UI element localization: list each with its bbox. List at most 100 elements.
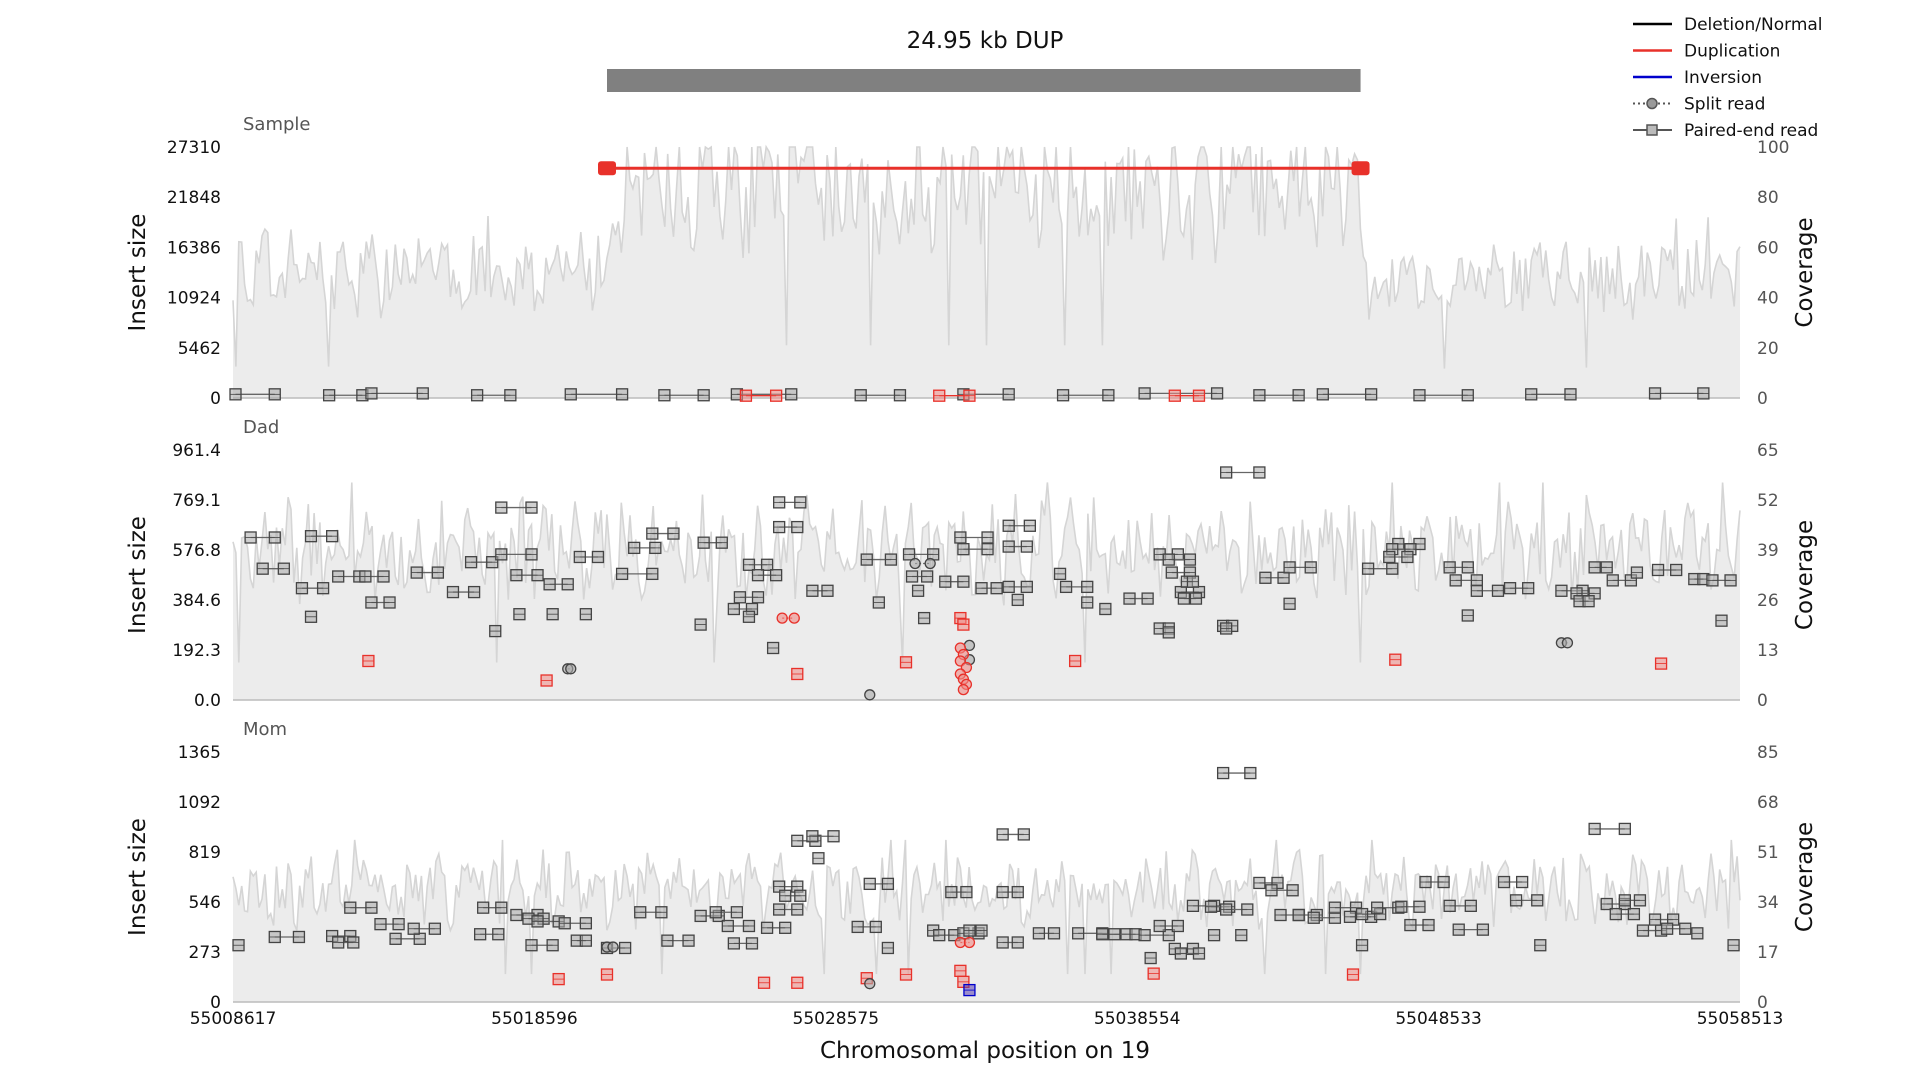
- coverage-tick-label: 80: [1757, 188, 1779, 208]
- paired-end-read: [579, 608, 593, 621]
- paired-end-read: [1688, 572, 1710, 586]
- split-read-marker: [864, 978, 876, 990]
- paired-end-read: [564, 388, 629, 401]
- paired-end-read: [256, 562, 290, 575]
- coverage-axis-label: Coverage: [1792, 217, 1818, 327]
- paired-end-read: [881, 941, 895, 955]
- paired-end-read: [1509, 894, 1544, 907]
- paired-end-read: [863, 877, 895, 891]
- paired-end-read: [464, 556, 499, 569]
- paired-end-read: [1461, 609, 1474, 622]
- paired-end-read: [1573, 595, 1595, 608]
- paired-end-read: [954, 964, 967, 978]
- legend-label: Deletion/Normal: [1684, 15, 1823, 35]
- coverage-tick-label: 100: [1757, 138, 1789, 158]
- paired-end-read: [470, 389, 517, 402]
- coverage-tick-label: 17: [1757, 943, 1779, 963]
- split-read-marker: [909, 557, 921, 570]
- paired-end-read: [1059, 580, 1094, 594]
- paired-end-read: [1220, 466, 1266, 479]
- paired-end-read: [975, 582, 1003, 595]
- paired-end-read: [1648, 387, 1710, 400]
- paired-end-read: [1162, 626, 1175, 639]
- panel-mom: Mom 0 273 546 819 1092 1365 0 17 34 51 68 85 Insert s…: [125, 719, 1818, 1013]
- paired-end-read: [1534, 939, 1547, 952]
- split-read-marker: [1561, 637, 1574, 649]
- legend-entry: Split read: [1633, 95, 1765, 115]
- legend-entry: Duplication: [1633, 42, 1780, 62]
- split-read: [601, 941, 619, 953]
- coverage-axis-label: Coverage: [1792, 822, 1818, 932]
- paired-end-read: [646, 527, 680, 540]
- legend-entry: Inversion: [1633, 68, 1762, 88]
- x-tick-label: 55008617: [190, 1009, 277, 1029]
- paired-end-read: [446, 585, 481, 599]
- paired-end-read: [957, 543, 994, 556]
- x-axis-label: Chromosomal position on 19: [820, 1038, 1150, 1064]
- paired-end-read: [1056, 389, 1115, 402]
- legend-label: Inversion: [1684, 68, 1762, 88]
- split-read-marker: [963, 936, 976, 949]
- paired-end-read: [1216, 766, 1257, 780]
- paired-end-read: [1220, 622, 1233, 635]
- paired-end-read: [540, 674, 553, 687]
- split-read: [864, 689, 876, 701]
- split-read-marker: [924, 557, 936, 570]
- paired-end-read: [344, 901, 378, 914]
- paired-end-read: [1316, 388, 1378, 401]
- paired-end-read: [1002, 519, 1036, 532]
- paired-end-read: [996, 936, 1024, 949]
- paired-end-read: [477, 901, 508, 914]
- paired-end-read: [1259, 571, 1290, 584]
- split-read-marker: [788, 612, 800, 624]
- y-tick-label: 21848: [167, 188, 221, 208]
- paired-end-read: [721, 919, 756, 933]
- paired-end-read: [1630, 566, 1644, 579]
- coverage-tick-label: 26: [1757, 591, 1779, 611]
- paired-end-read: [1413, 389, 1474, 402]
- paired-end-read: [766, 641, 780, 655]
- paired-end-read: [1706, 574, 1737, 587]
- x-tick-label: 55038554: [1094, 1009, 1181, 1029]
- paired-end-read: [1715, 614, 1728, 627]
- paired-end-read: [489, 624, 502, 638]
- y-tick-label: 819: [189, 843, 221, 863]
- paired-end-read: [751, 569, 783, 582]
- paired-end-read: [513, 608, 526, 621]
- paired-end-read: [1235, 929, 1248, 942]
- paired-end-read: [570, 934, 593, 947]
- paired-end-read: [1032, 927, 1061, 940]
- paired-end-read: [359, 570, 390, 583]
- paired-end-read: [1651, 563, 1683, 577]
- panel-name: Sample: [243, 114, 311, 135]
- y-tick-label: 5462: [178, 339, 221, 359]
- x-tick-label: 55048533: [1395, 1009, 1482, 1029]
- y-tick-label: 0.0: [194, 691, 221, 711]
- paired-end-read: [1452, 923, 1490, 936]
- paired-end-read: [694, 618, 707, 631]
- paired-end-read: [1220, 903, 1254, 916]
- chart-title: 24.95 kb DUP: [907, 28, 1064, 54]
- paired-end-read: [600, 968, 614, 981]
- paired-end-read: [410, 566, 445, 579]
- paired-end-read: [963, 924, 988, 937]
- paired-end-read: [304, 530, 339, 543]
- split-read: [909, 557, 936, 570]
- coverage-tick-label: 85: [1757, 743, 1779, 763]
- coverage-tick-label: 0: [1757, 389, 1768, 409]
- paired-end-read: [525, 939, 559, 952]
- y-tick-label: 16386: [167, 238, 221, 258]
- paired-end-read: [1443, 561, 1474, 574]
- paired-end-read: [1497, 875, 1529, 889]
- paired-end-read: [773, 903, 804, 916]
- coverage-line: [232, 144, 1741, 369]
- paired-end-read: [996, 828, 1030, 841]
- split-read-marker: [776, 612, 788, 624]
- paired-end-read: [1068, 654, 1082, 668]
- y-tick-label: 10924: [167, 289, 221, 309]
- x-tick-label: 55058513: [1697, 1009, 1784, 1029]
- paired-end-read: [773, 496, 807, 509]
- read-end-marker: [598, 161, 617, 176]
- paired-end-read: [332, 936, 360, 949]
- paired-end-read: [1419, 875, 1450, 889]
